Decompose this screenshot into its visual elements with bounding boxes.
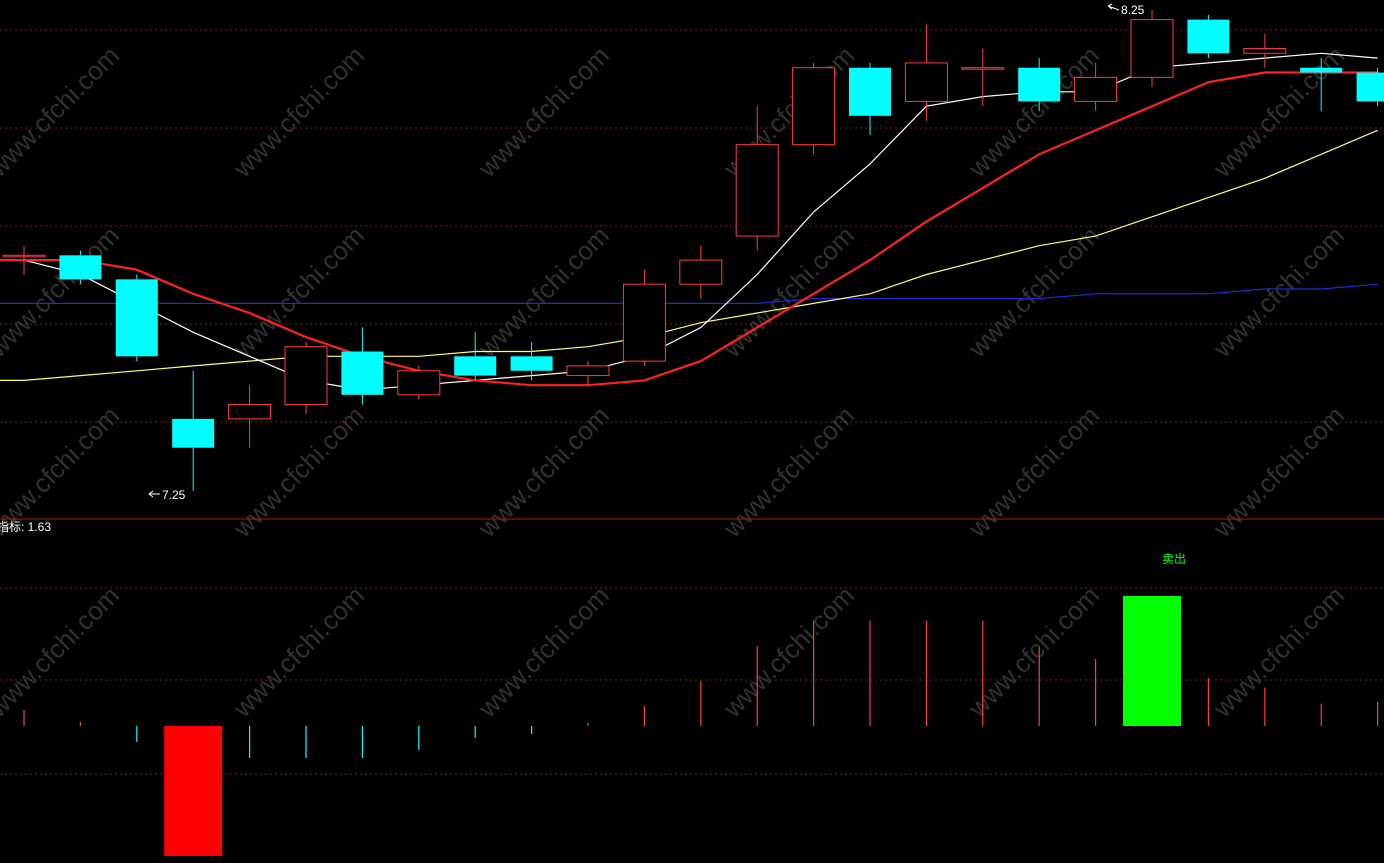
candle-body-down — [1356, 72, 1384, 102]
candle — [679, 245, 723, 299]
candle — [115, 274, 158, 362]
ma-blue-line — [0, 283, 1378, 304]
candle-body-up — [397, 370, 441, 396]
candle — [1074, 62, 1118, 112]
sell-signal-bar — [1123, 596, 1181, 726]
indicator-label: 指标: 1.63 — [0, 519, 51, 534]
candle — [961, 48, 1005, 107]
candle — [1130, 10, 1174, 87]
candle-body-down — [849, 67, 891, 116]
low-price-marker: 7.25 — [148, 488, 186, 502]
candle — [1300, 58, 1343, 112]
candle-body-up — [284, 346, 328, 405]
candle — [397, 365, 441, 400]
candle-body-down — [510, 356, 553, 371]
candle-body-down — [59, 255, 102, 280]
ma-red-line — [0, 71, 1378, 387]
candle — [1356, 67, 1384, 107]
candle — [566, 361, 610, 386]
candle-body-up — [228, 403, 272, 420]
buy-signal-bar — [164, 726, 223, 856]
ma-yellow-line — [0, 129, 1378, 381]
candle — [59, 250, 102, 285]
candle — [341, 327, 384, 405]
candle-body-down — [172, 418, 215, 448]
candle — [849, 62, 891, 136]
candle-body-up — [566, 365, 610, 377]
candle — [735, 106, 779, 251]
candle-body-up — [1074, 76, 1118, 102]
candle-body-up — [679, 259, 723, 285]
candle — [1187, 14, 1230, 59]
high-price-marker: 8.25 — [1107, 3, 1145, 17]
candle-body-down — [1300, 67, 1343, 73]
candle-body-up — [622, 283, 666, 362]
candle — [622, 269, 666, 366]
candle — [1243, 34, 1287, 68]
candle — [510, 341, 553, 381]
arrow-icon — [1107, 3, 1120, 11]
candle-body-down — [341, 351, 384, 395]
candle — [172, 370, 215, 491]
candle-body-up — [1130, 19, 1174, 78]
candle-body-up — [2, 254, 46, 258]
candle — [1018, 58, 1061, 112]
candle — [904, 24, 948, 121]
candle-body-up — [904, 62, 948, 102]
candle — [792, 62, 836, 155]
candle-body-down — [1018, 67, 1061, 102]
high-price-label: 8.25 — [1121, 3, 1145, 17]
candlestick-series — [2, 10, 1384, 491]
candle-body-up — [792, 67, 836, 146]
arrow-icon — [148, 490, 160, 498]
candle-body-up — [735, 144, 779, 237]
candle-body-down — [454, 356, 497, 376]
candle-body-up — [1243, 47, 1287, 54]
low-price-label: 7.25 — [162, 488, 186, 502]
candle-body-down — [1187, 19, 1230, 54]
candle — [284, 341, 328, 415]
sell-signal-label: 卖出 — [1162, 552, 1186, 566]
candle — [228, 385, 272, 448]
candle — [454, 332, 497, 381]
candle-body-down — [115, 279, 158, 357]
indicator-bars — [23, 596, 1379, 856]
candle-body-up — [961, 67, 1005, 70]
candle — [2, 245, 46, 275]
grid-lines — [0, 29, 1384, 775]
